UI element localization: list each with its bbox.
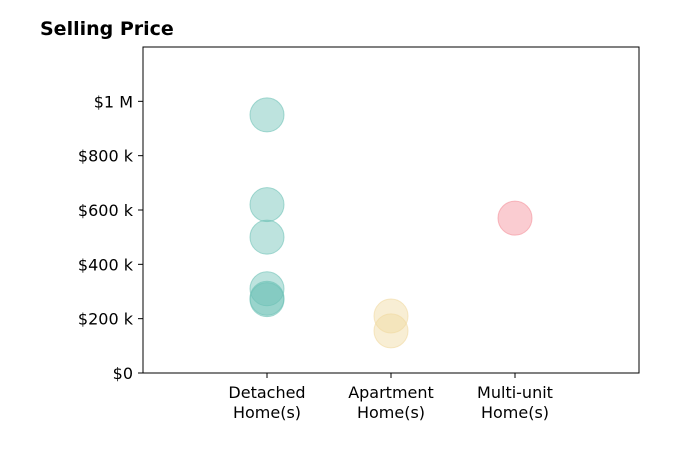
data-point [249,271,285,307]
data-point [373,298,409,334]
y-tick-label: $800 k [78,147,134,166]
x-tick-label: Home(s) [481,403,549,422]
data-point [249,219,285,255]
x-tick-label: Multi-unit [477,383,553,402]
data-point [497,200,533,236]
data-point [249,282,285,318]
data-point [249,187,285,223]
data-point [373,313,409,349]
y-tick-label: $400 k [78,255,134,274]
x-tick-label: Home(s) [357,403,425,422]
y-tick-label: $0 [113,364,133,383]
x-tick-label: Home(s) [233,403,301,422]
y-tick-label: $600 k [78,201,134,220]
chart-title: Selling Price [40,18,174,40]
data-point [249,97,285,133]
x-tick-label: Detached [228,383,305,402]
plot-area: $0$200 k$400 k$600 k$800 k$1 MDetachedHo… [78,46,640,422]
x-tick-label: Apartment [348,383,434,402]
y-tick-label: $200 k [78,310,134,329]
y-tick-label: $1 M [94,92,133,111]
